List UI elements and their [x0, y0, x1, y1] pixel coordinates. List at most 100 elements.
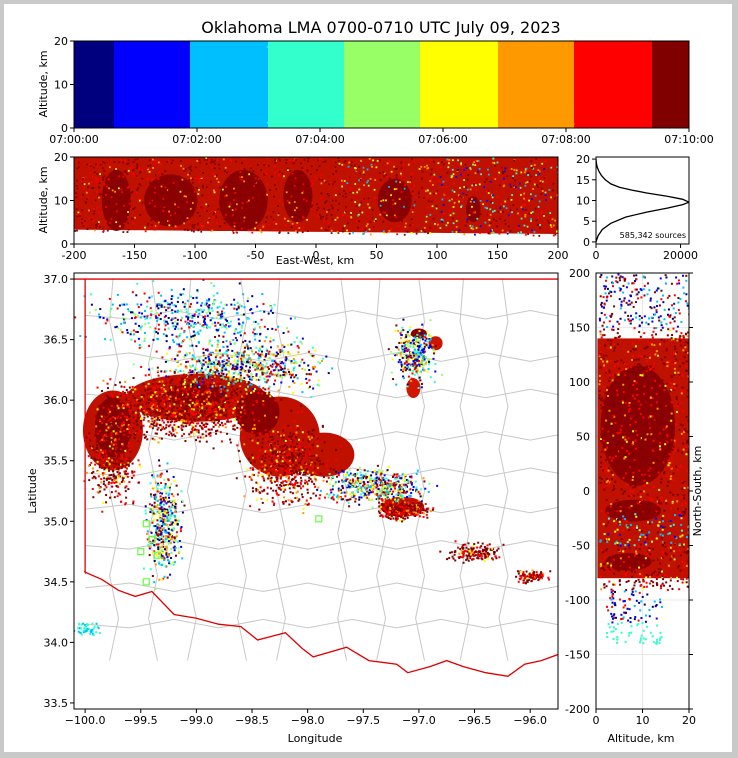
source-point: [281, 460, 284, 463]
source-point: [347, 177, 350, 180]
source-point: [311, 204, 314, 207]
source-point: [208, 418, 211, 421]
source-point: [318, 362, 321, 365]
source-point: [304, 471, 307, 474]
source-point: [233, 428, 236, 431]
source-point: [209, 413, 212, 416]
source-point: [141, 409, 144, 412]
source-point: [537, 186, 540, 188]
source-point: [222, 377, 225, 380]
source-point: [165, 407, 168, 410]
source-point: [268, 456, 271, 459]
source-point: [297, 499, 300, 502]
source-point: [197, 429, 200, 432]
source-point: [242, 351, 245, 354]
source-point: [197, 413, 200, 416]
source-point: [216, 346, 219, 349]
source-point: [284, 471, 287, 474]
source-point: [99, 440, 102, 443]
source-point: [144, 435, 147, 438]
source-point: [161, 409, 164, 412]
source-point: [273, 502, 276, 505]
source-point: [170, 416, 173, 419]
source-point: [148, 420, 151, 423]
source-point: [135, 419, 138, 422]
source-point: [205, 367, 208, 370]
source-point: [507, 209, 509, 212]
source-point: [109, 496, 112, 499]
source-band: [332, 41, 335, 128]
source-point: [268, 472, 271, 475]
source-band: [544, 41, 547, 128]
source-point: [319, 215, 322, 218]
source-band: [604, 41, 607, 128]
source-point: [314, 462, 317, 465]
source-point: [264, 456, 267, 459]
source-point: [424, 230, 426, 233]
source-point: [206, 349, 209, 352]
source-point: [175, 380, 178, 383]
source-point: [274, 470, 277, 473]
source-point: [241, 423, 244, 426]
source-point: [318, 497, 321, 500]
source-point: [94, 463, 97, 466]
source-band: [284, 41, 287, 128]
source-point: [160, 386, 163, 389]
source-point: [263, 489, 266, 492]
source-point: [109, 425, 112, 428]
source-point: [153, 387, 156, 390]
source-point: [158, 405, 161, 408]
source-point: [205, 203, 208, 206]
y-tick-label: 20: [54, 151, 68, 164]
source-point: [108, 469, 111, 472]
source-point: [249, 165, 252, 168]
source-point: [103, 468, 106, 471]
source-point: [218, 413, 221, 416]
source-point: [411, 211, 414, 213]
source-point: [170, 412, 173, 415]
altitude-time-sources: [74, 41, 689, 128]
source-band: [138, 41, 141, 128]
source-band: [414, 41, 417, 128]
source-point: [161, 417, 164, 420]
source-point: [246, 343, 249, 346]
source-point: [262, 366, 265, 369]
source-band: [566, 41, 569, 128]
source-point: [154, 386, 157, 389]
source-point: [188, 220, 191, 223]
source-point: [443, 212, 446, 215]
source-point: [192, 336, 195, 339]
source-point: [283, 345, 286, 348]
source-point: [241, 207, 244, 209]
source-point: [81, 218, 83, 220]
source-point: [233, 418, 236, 421]
source-point: [272, 489, 275, 492]
source-point: [126, 472, 129, 475]
source-point: [272, 210, 275, 213]
source-point: [229, 341, 232, 344]
source-point: [530, 220, 532, 222]
county-line: [498, 278, 509, 661]
source-point: [284, 359, 287, 362]
source-point: [239, 187, 242, 190]
source-point: [197, 378, 200, 381]
source-point: [182, 400, 185, 403]
source-point: [293, 212, 296, 215]
source-band: [556, 41, 559, 128]
source-point: [172, 416, 175, 419]
source-point: [122, 437, 125, 440]
source-point: [279, 360, 282, 363]
source-point: [538, 173, 541, 175]
source-point: [103, 170, 106, 172]
source-point: [121, 476, 124, 479]
source-point: [314, 485, 317, 488]
source-point: [528, 180, 531, 183]
source-point: [306, 169, 309, 172]
source-point: [437, 43, 439, 45]
source-point: [249, 370, 252, 373]
source-point: [295, 479, 298, 482]
source-point: [203, 389, 206, 392]
source-point: [293, 359, 296, 362]
source-point: [174, 394, 177, 397]
source-point: [139, 184, 142, 187]
